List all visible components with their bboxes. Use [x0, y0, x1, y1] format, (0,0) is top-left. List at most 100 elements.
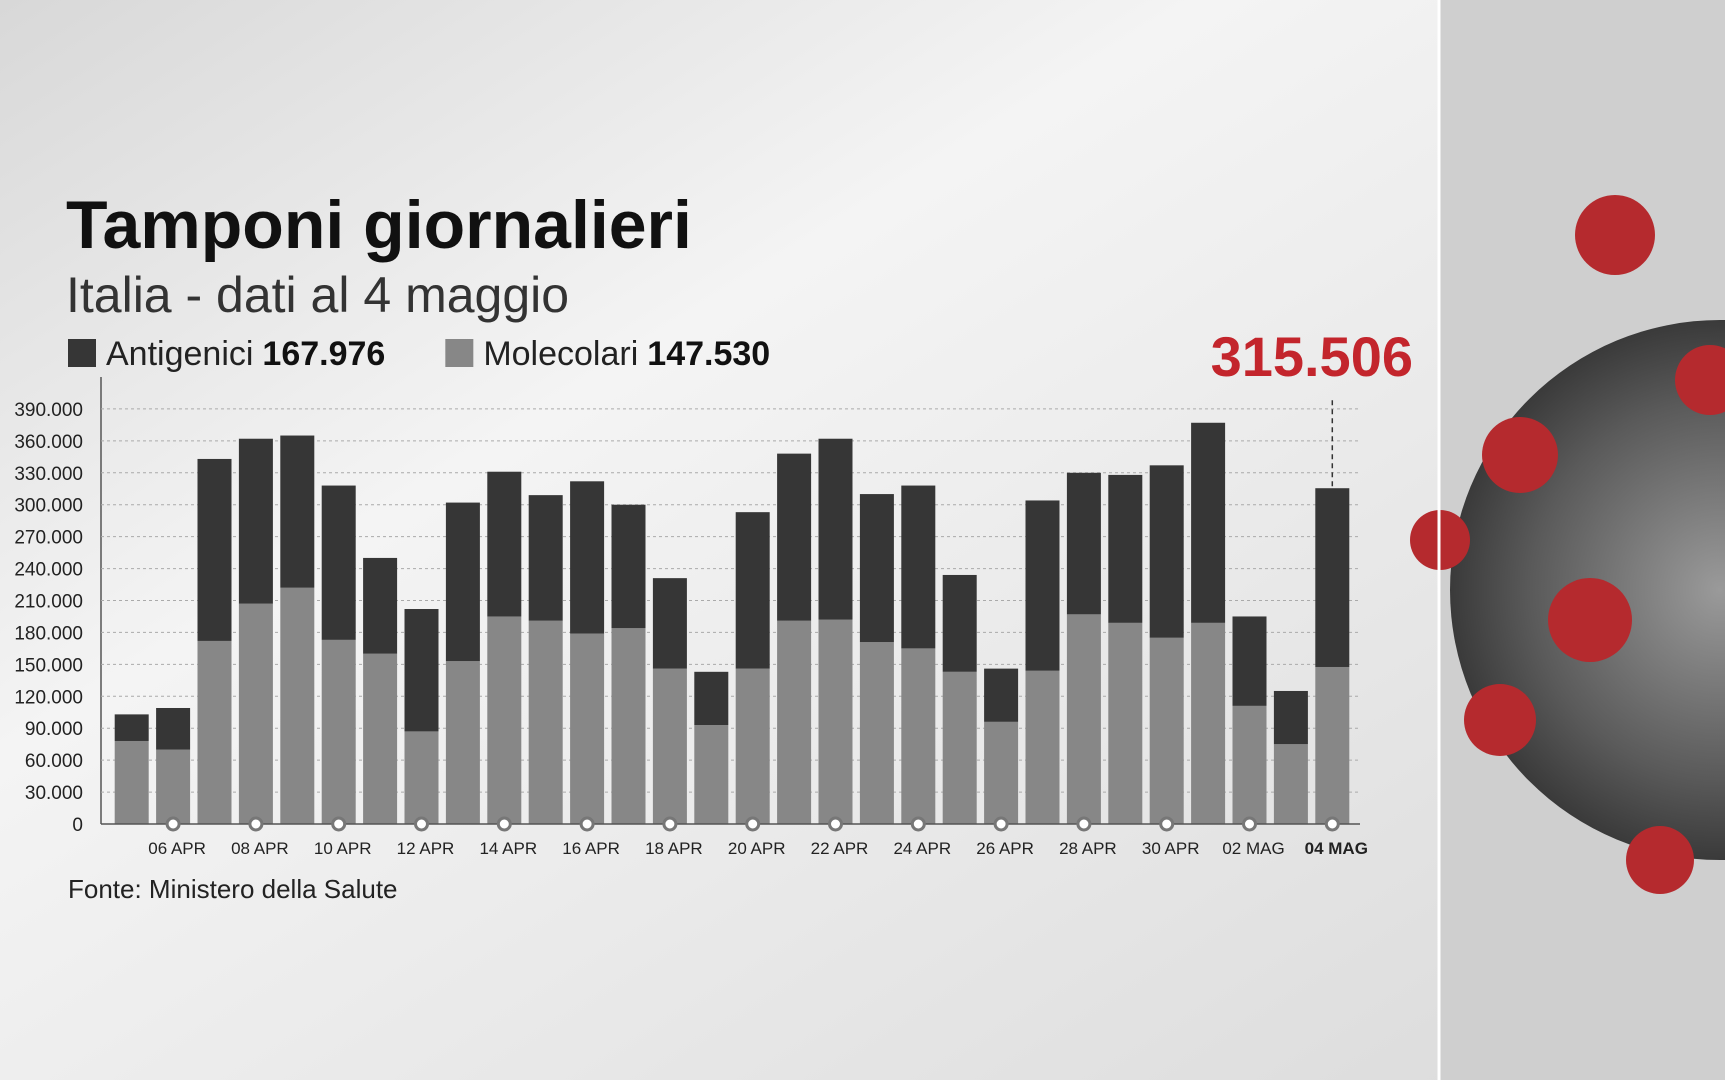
y-tick-label: 60.000 — [25, 751, 83, 772]
bar-segment — [1315, 488, 1350, 667]
y-tick-label: 150.000 — [14, 655, 83, 676]
x-tick-marker — [993, 816, 1009, 832]
bar-segment — [1108, 622, 1143, 824]
bar-segment — [777, 453, 812, 621]
bar-segment — [735, 668, 770, 824]
y-tick-label: 210.000 — [14, 592, 83, 613]
bar-segment — [942, 671, 977, 824]
bar-segment — [404, 731, 439, 824]
y-tick-label: 120.000 — [14, 687, 83, 708]
bar-segment — [1066, 472, 1101, 615]
x-tick-label: 30 APR — [1142, 839, 1200, 858]
bar-segment — [114, 740, 149, 824]
y-tick-label: 360.000 — [14, 432, 83, 453]
y-tick-label: 330.000 — [14, 464, 83, 485]
y-tick-label: 240.000 — [14, 560, 83, 581]
bar-segment — [1149, 637, 1184, 824]
bar-segment — [404, 609, 439, 732]
bar-segment — [1191, 622, 1226, 824]
x-tick-label: 24 APR — [893, 839, 951, 858]
chart-title: Tamponi giornalieri — [66, 187, 692, 263]
bar-segment — [238, 603, 273, 824]
bar-segment — [984, 668, 1019, 722]
x-tick-label: 20 APR — [728, 839, 786, 858]
bar-segment — [280, 587, 315, 824]
bar-segment — [197, 458, 232, 641]
bar-segment — [238, 438, 273, 604]
bar-segment — [735, 512, 770, 669]
x-tick-label: 22 APR — [811, 839, 869, 858]
bar-segment — [321, 639, 356, 824]
y-tick-label: 180.000 — [14, 623, 83, 644]
bar-segment — [156, 749, 191, 824]
y-tick-label: 270.000 — [14, 528, 83, 549]
bar-segment — [1273, 690, 1308, 745]
x-tick-marker — [1159, 816, 1175, 832]
plot: 0 30.000 60.000 90.000 120.000 150.000 180.000… — [14, 377, 1368, 858]
bar-segment — [1108, 474, 1143, 623]
x-tick-label: 06 APR — [148, 839, 206, 858]
bar-segment — [197, 640, 232, 824]
bar-segment — [114, 714, 149, 741]
x-tick-marker — [662, 816, 678, 832]
bar-segment — [363, 653, 398, 824]
total-label: 315.506 — [1211, 325, 1413, 388]
bar-segment — [1273, 744, 1308, 824]
x-tick-label: 28 APR — [1059, 839, 1117, 858]
legend-swatch — [445, 339, 474, 367]
x-tick-marker — [248, 816, 264, 832]
bar-segment — [487, 471, 522, 617]
chart-subtitle: Italia - dati al 4 maggio — [66, 267, 569, 323]
y-tick-label: 390.000 — [14, 400, 83, 421]
x-tick-marker — [165, 816, 181, 832]
x-tick-marker — [1324, 816, 1340, 832]
bar-segment — [570, 481, 605, 634]
y-tick-label: 30.000 — [25, 783, 83, 804]
bar-segment — [694, 725, 729, 824]
y-tick-label: 0 — [72, 815, 83, 836]
virus-spikes — [1410, 195, 1725, 894]
x-tick-marker — [910, 816, 926, 832]
bar-segment — [445, 502, 480, 662]
x-tick-marker — [1076, 816, 1092, 832]
bar-segment — [1066, 614, 1101, 824]
bar-segment — [901, 485, 936, 649]
y-tick-label: 90.000 — [25, 719, 83, 740]
bar-segment — [901, 648, 936, 824]
bar-segment — [611, 628, 646, 824]
bar-segment — [1025, 500, 1060, 671]
bar-segment — [1232, 616, 1267, 706]
x-tick-label: 10 APR — [314, 839, 372, 858]
x-tick-marker — [414, 816, 429, 832]
bar-segment — [321, 485, 356, 640]
x-tick-label: 08 APR — [231, 839, 289, 858]
source: Fonte: Ministero della Salute — [68, 874, 398, 904]
bar-segment — [818, 438, 853, 620]
x-tick-label: 12 APR — [397, 839, 455, 858]
legend-value: 167.976 — [262, 335, 385, 373]
bar-segment — [445, 661, 480, 824]
x-tick-label: 16 APR — [562, 839, 620, 858]
bar-segment — [528, 620, 563, 824]
x-tick-marker — [828, 816, 843, 832]
x-tick-marker — [745, 816, 761, 832]
x-tick-label: 04 MAG — [1305, 839, 1368, 858]
bar-segment — [528, 495, 563, 621]
x-tick-marker — [331, 816, 347, 832]
bar-segment — [1315, 666, 1350, 824]
x-tick-marker — [579, 816, 595, 832]
bar-segment — [818, 619, 853, 824]
bar-segment — [1149, 465, 1184, 638]
bar-segment — [611, 504, 646, 629]
bar-segment — [859, 494, 894, 643]
legend-label: Molecolari — [483, 335, 638, 373]
bar-segment — [777, 620, 812, 824]
bar-segment — [652, 668, 687, 824]
y-tick-label: 300.000 — [14, 496, 83, 517]
legend: Antigenici 167.976 Molecolari 147.530 — [68, 335, 770, 373]
bar-segment — [1232, 705, 1267, 824]
legend-value: 147.530 — [647, 335, 770, 373]
x-tick-label: 26 APR — [976, 839, 1034, 858]
